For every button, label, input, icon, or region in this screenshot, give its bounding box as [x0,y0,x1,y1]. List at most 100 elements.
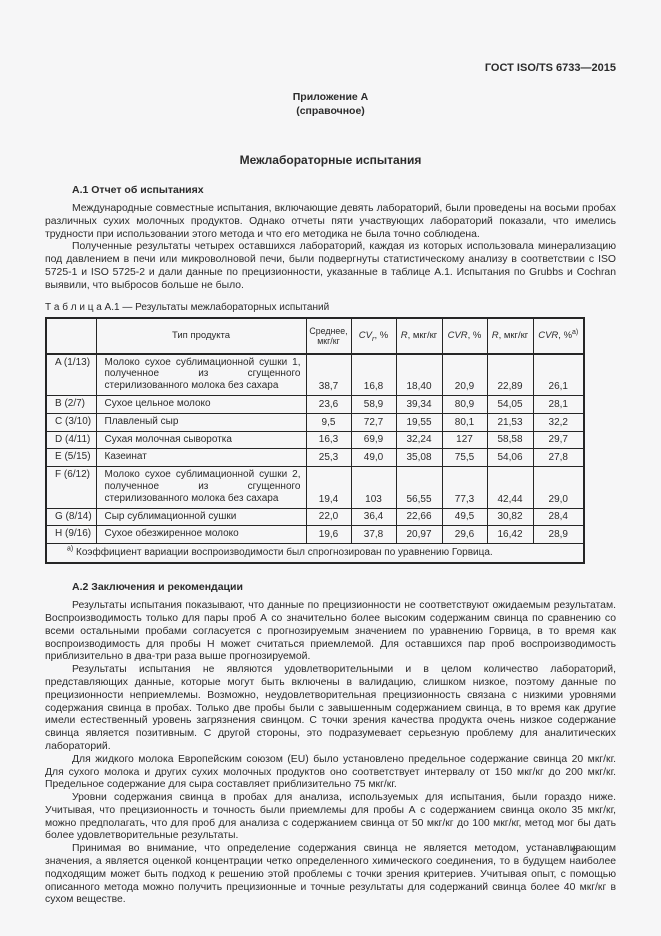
value-cell: 38,7 [305,353,352,396]
value-cell: 29,0 [532,466,585,509]
value-cell: 22,0 [305,507,352,527]
paragraph-a2-5: Принимая во внимание, что определение со… [45,843,616,906]
value-cell: 49,5 [441,507,488,527]
value-cell: 9,5 [305,412,352,432]
value-cell: 39,34 [395,394,443,414]
value-cell: 28,9 [532,525,585,545]
value-cell: 32,2 [532,412,585,432]
paragraph-a2-2: Результаты испытания не являются удовлет… [45,664,616,752]
table-row: C (3/10) Плавленый сыр 9,5 72,7 19,55 80… [45,412,585,432]
table-row: D (4/11) Сухая молочная сыворотка 16,3 6… [45,430,585,450]
row-label: F (6/12) [45,466,97,509]
column-header-cvR: CVR, % [441,317,488,355]
value-cell: 29,7 [532,430,585,450]
value-cell: 69,9 [350,430,397,450]
table-header-row: Тип продукта Среднее, мкг/кг CVr, % R, м… [45,317,585,355]
column-header-cvr: CVr, % [350,317,397,355]
value-cell: 80,9 [441,394,488,414]
value-cell: 54,06 [486,448,534,468]
value-cell: 27,8 [532,448,585,468]
column-header-r-reproducibility: R, мкг/кг [486,317,534,355]
value-cell: 49,0 [350,448,397,468]
product-cell: Сыр сублимационной сушки [95,507,307,527]
value-cell: 36,4 [350,507,397,527]
product-cell: Плавленый сыр [95,412,307,432]
value-cell: 56,55 [395,466,443,509]
table-row: H (9/16) Сухое обезжиренное молоко 19,6 … [45,525,585,545]
results-table: Тип продукта Среднее, мкг/кг CVr, % R, м… [45,316,585,565]
table-caption: Т а б л и ц а А.1 — Результаты межлабора… [45,301,330,313]
value-cell: 30,82 [486,507,534,527]
document-page: ГОСТ ISO/TS 6733—2015 Приложение А (спра… [45,0,616,907]
paragraph-a2-3: Для жидкого молока Европейским союзом (E… [45,753,616,791]
table-row: F (6/12) Молоко сухое сублимационной суш… [45,466,585,509]
column-header-product: Тип продукта [95,317,307,355]
column-header-empty [45,317,97,355]
appendix-note: (справочное) [296,104,365,117]
value-cell: 32,24 [395,430,443,450]
footnote-marker: а) [67,545,74,553]
paragraph-a1-2: Полученные результаты четырех оставшихся… [45,241,616,291]
product-cell: Казеинат [95,448,307,468]
value-cell: 19,55 [395,412,443,432]
product-cell: Сухая молочная сыворотка [95,430,307,450]
value-cell: 75,5 [441,448,488,468]
value-cell: 28,1 [532,394,585,414]
section-a1-heading: А.1 Отчет об испытаниях [72,184,204,196]
value-cell: 23,6 [305,394,352,414]
value-cell: 72,7 [350,412,397,432]
page-number: 9 [572,846,578,858]
value-cell: 54,05 [486,394,534,414]
section-a2-heading: А.2 Заключения и рекомендации [72,581,243,594]
page-title: Межлабораторные испытания [239,153,422,167]
row-label: H (9/16) [45,525,97,545]
table-footnote-row: а) Коэффициент вариации воспроизводимост… [45,543,585,564]
paragraph-a1-1: Международные совместные испытания, вклю… [45,203,616,240]
product-cell: Сухое цельное молоко [95,394,307,414]
value-cell: 22,89 [486,353,534,396]
product-cell: Сухое обезжиренное молоко [95,525,307,545]
value-cell: 16,42 [486,525,534,545]
value-cell: 16,8 [350,353,397,396]
value-cell: 20,9 [441,353,488,396]
value-cell: 103 [350,466,397,509]
value-cell: 77,3 [441,466,488,509]
value-cell: 42,44 [486,466,534,509]
value-cell: 25,3 [305,448,352,468]
row-label: C (3/10) [45,412,97,432]
table-row: E (5/15) Казеинат 25,3 49,0 35,08 75,5 5… [45,448,585,468]
value-cell: 21,53 [486,412,534,432]
value-cell: 19,6 [305,525,352,545]
value-cell: 16,3 [305,430,352,450]
value-cell: 35,08 [395,448,443,468]
value-cell: 58,9 [350,394,397,414]
doc-code: ГОСТ ISO/TS 6733—2015 [484,62,616,74]
value-cell: 29,6 [441,525,488,545]
row-label: G (8/14) [45,507,97,527]
paragraph-a2-4: Уровни содержания свинца в пробах для ан… [45,792,616,842]
value-cell: 26,1 [532,353,585,396]
row-label: D (4/11) [45,430,97,450]
value-cell: 28,4 [532,507,585,527]
table-footnote: а) Коэффициент вариации воспроизводимост… [45,543,585,564]
column-header-r-repeatability: R, мкг/кг [395,317,443,355]
value-cell: 20,97 [395,525,443,545]
value-cell: 37,8 [350,525,397,545]
row-label: B (2/7) [45,394,97,414]
row-label: A (1/13) [45,353,97,396]
column-header-cvR-predicted: CVR, %а) [532,317,585,355]
table-row: B (2/7) Сухое цельное молоко 23,6 58,9 3… [45,394,585,414]
value-cell: 22,66 [395,507,443,527]
table-row: A (1/13) Молоко сухое сублимационной суш… [45,353,585,396]
value-cell: 19,4 [305,466,352,509]
product-cell: Молоко сухое сублимационной сушки 1, пол… [95,353,307,396]
value-cell: 18,40 [395,353,443,396]
product-cell: Молоко сухое сублимационной сушки 2, пол… [95,466,307,509]
value-cell: 58,58 [486,430,534,450]
value-cell: 127 [441,430,488,450]
column-header-mean: Среднее, мкг/кг [305,317,352,355]
appendix-block: Приложение А (справочное) [45,91,616,118]
row-label: E (5/15) [45,448,97,468]
table-row: G (8/14) Сыр сублимационной сушки 22,0 3… [45,507,585,527]
paragraph-a2-1: Результаты испытания показывают, что дан… [45,600,616,663]
